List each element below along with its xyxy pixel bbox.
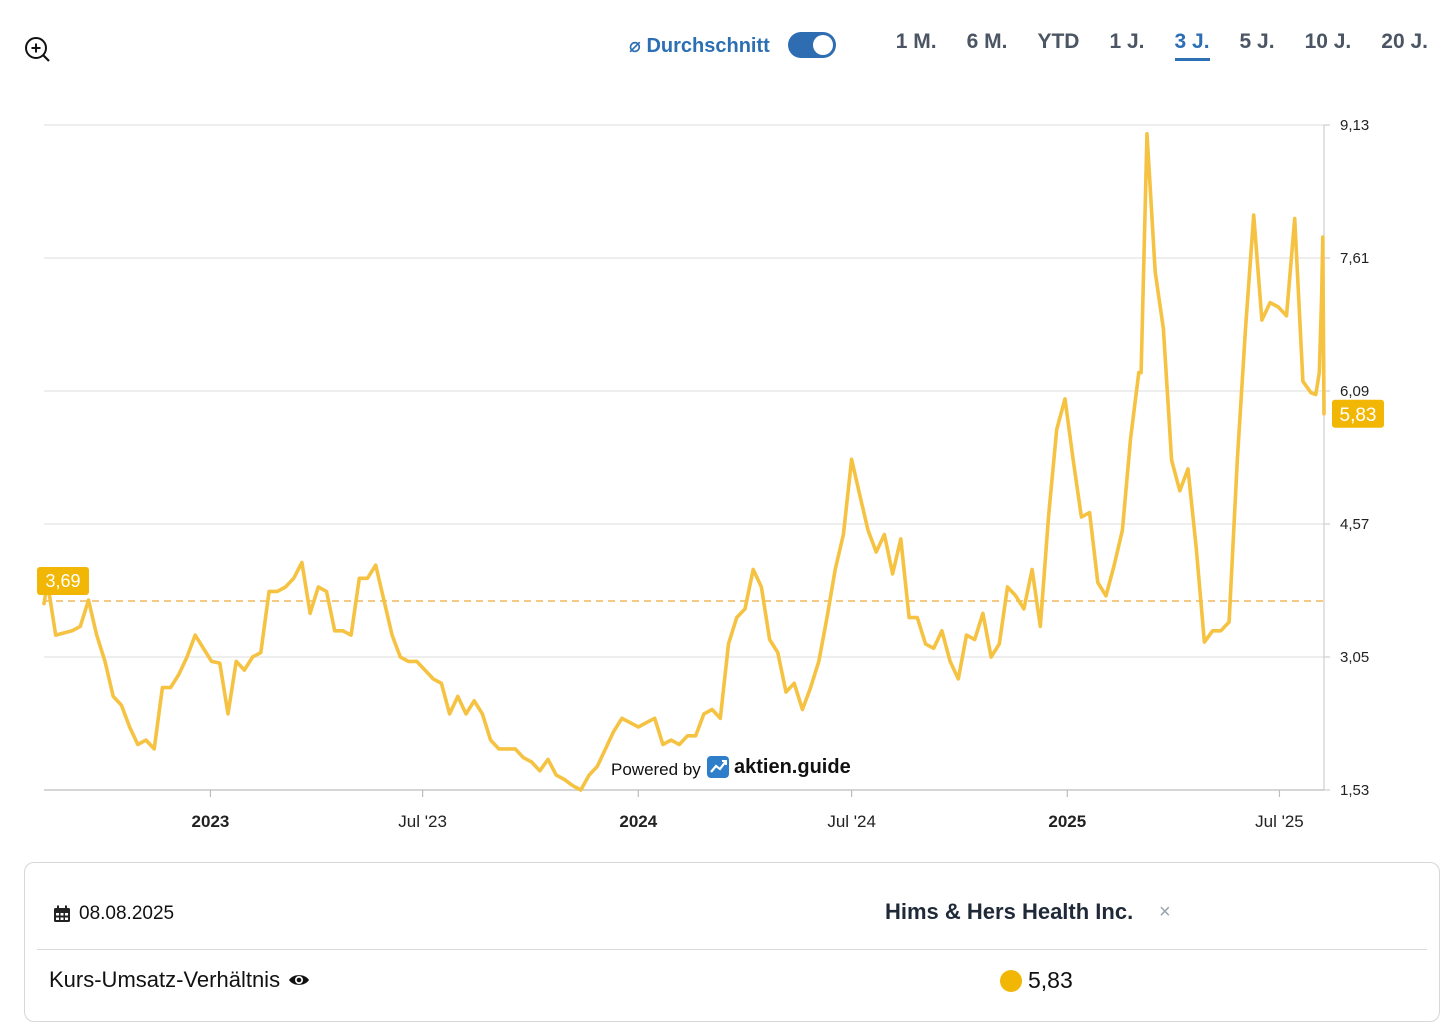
range-tab[interactable]: 3 J. <box>1174 30 1210 61</box>
y-tick-label: 6,09 <box>1340 383 1369 400</box>
y-tick-label: 9,13 <box>1340 117 1369 134</box>
average-badge-bg <box>37 567 89 595</box>
x-tick-label: Jul '25 <box>1255 812 1304 831</box>
powered-by-watermark: Powered by aktien.guide <box>611 756 851 779</box>
chart-grid <box>44 124 1324 658</box>
company-name: Hims & Hers Health Inc. <box>885 899 1134 924</box>
metric-value: 5,83 <box>1028 967 1073 993</box>
average-switch[interactable] <box>787 32 836 58</box>
powered-by-text: Powered by <box>611 760 701 779</box>
x-tick-label: Jul '23 <box>398 812 447 831</box>
series-line <box>42 132 1326 792</box>
range-tab[interactable]: 20 J. <box>1381 29 1428 53</box>
last-value-badge: 5,83 <box>1332 399 1384 428</box>
zoom-in-icon[interactable] <box>24 36 52 64</box>
date-block: 08.08.2025 <box>53 903 174 925</box>
range-tab[interactable]: YTD <box>1037 29 1080 53</box>
remove-company-icon[interactable]: × <box>1159 901 1171 923</box>
series-color-dot <box>1000 969 1022 992</box>
info-header: 08.08.2025 Hims & Hers Health Inc. × <box>37 863 1427 950</box>
y-tick-label: 3,05 <box>1340 649 1369 666</box>
x-tick-label: 2025 <box>1048 812 1086 831</box>
metric-value-block: 5,83 <box>1000 967 1073 994</box>
range-tab[interactable]: 1 M. <box>895 29 937 53</box>
brand-text: aktien.guide <box>734 756 851 778</box>
price-sales-chart: 9,13 7,61 6,09 4,57 3,05 1,53 2023 Jul '23 2024… <box>37 117 1384 831</box>
metric-label-block: Kurs-Umsatz-Verhältnis <box>49 967 310 993</box>
range-tab[interactable]: 1 J. <box>1109 29 1145 53</box>
chart-toolbar: ⌀ Durchschnitt 1 M. 6 M. YTD 1 J. 3 J. 5 J. 10… <box>629 30 1428 61</box>
info-card: 08.08.2025 Hims & Hers Health Inc. × Kur… <box>24 862 1440 1022</box>
eye-icon[interactable] <box>288 972 310 988</box>
aktien-guide-logo-icon <box>707 756 729 778</box>
switch-knob <box>812 35 833 55</box>
y-tick-label: 4,57 <box>1340 516 1369 533</box>
average-badge: 3,69 <box>37 567 89 595</box>
range-tab[interactable]: 5 J. <box>1239 29 1275 53</box>
calendar-icon <box>54 905 70 922</box>
x-tick-label: 2024 <box>619 812 657 831</box>
x-tick-label: Jul '24 <box>827 812 876 831</box>
last-value-badge-label: 5,83 <box>1340 405 1377 426</box>
range-tab[interactable]: 6 M. <box>966 29 1008 53</box>
average-label: ⌀ Durchschnitt <box>628 34 770 57</box>
y-tick-label: 1,53 <box>1340 782 1369 799</box>
y-axis-ticks: 9,13 7,61 6,09 4,57 3,05 1,53 <box>1324 117 1369 799</box>
y-tick-label: 7,61 <box>1340 250 1369 267</box>
selected-date: 08.08.2025 <box>79 903 175 924</box>
x-tick-label: 2023 <box>192 812 230 831</box>
last-value-badge-bg <box>1332 399 1384 428</box>
average-toggle[interactable]: ⌀ Durchschnitt <box>629 32 866 58</box>
range-tabs: 1 M. 6 M. YTD 1 J. 3 J. 5 J. 10 J. 20 J. <box>866 30 1428 61</box>
metric-label: Kurs-Umsatz-Verhältnis <box>49 967 281 992</box>
average-badge-label: 3,69 <box>45 571 80 591</box>
x-axis-ticks: 2023 Jul '23 2024 Jul '24 2025 Jul '25 <box>192 790 1304 831</box>
range-tab[interactable]: 10 J. <box>1304 29 1352 53</box>
